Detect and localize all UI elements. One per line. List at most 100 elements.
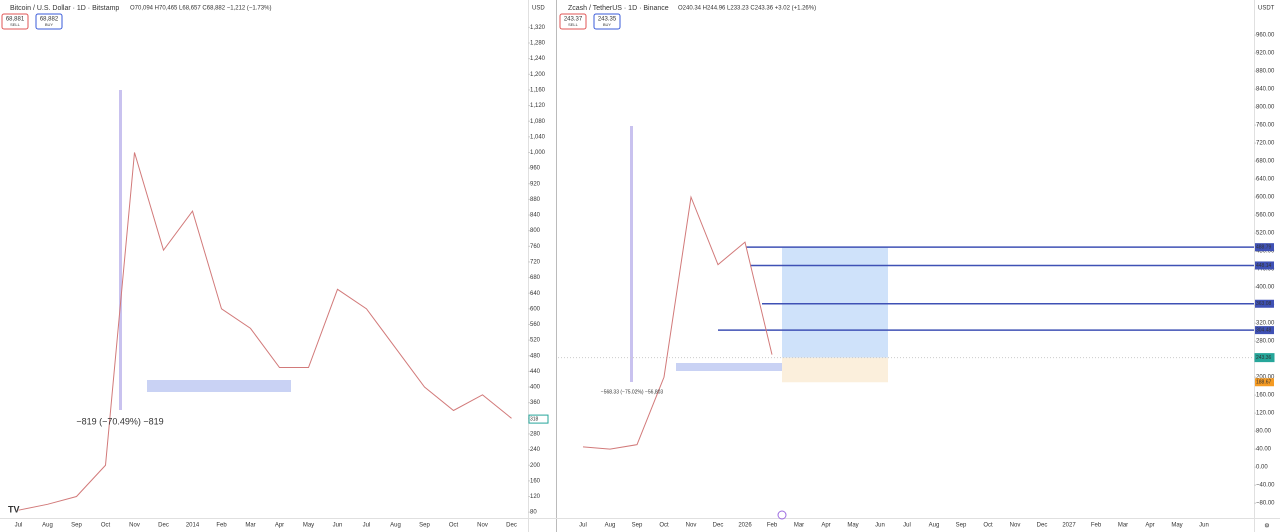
y-tick-label: 960.00 <box>1256 33 1275 39</box>
y-tick-label: 640.00 <box>1256 177 1275 183</box>
y-tick-label: 280 <box>530 432 541 438</box>
y-tick-label: 120.00 <box>1256 411 1275 417</box>
x-tick-label: Sep <box>71 523 82 529</box>
y-tick-label: 80 <box>530 510 537 516</box>
y-tick-label: 760.00 <box>1256 123 1275 129</box>
level-tag <box>1255 243 1274 252</box>
ohlc-readout: O240.34 H244.96 L233.23 C243.36 +3.02 (+… <box>678 6 816 12</box>
chart-title: Bitcoin / U.S. Dollar · 1D · Bitstamp <box>10 5 119 12</box>
x-tick-label: Dec <box>1037 523 1048 529</box>
x-tick-label: Nov <box>686 523 697 529</box>
x-tick-label: Feb <box>767 523 778 529</box>
sell-button[interactable] <box>559 13 587 30</box>
y-tick-label: 280.00 <box>1256 339 1275 345</box>
y-tick-label: 880.00 <box>1256 69 1275 75</box>
settings-icon[interactable]: ⚙ <box>1264 523 1269 530</box>
buy-label: BUY <box>45 22 54 27</box>
x-tick-label: Sep <box>419 523 430 529</box>
y-tick-label: 800 <box>530 228 541 234</box>
x-tick-label: Oct <box>983 523 993 529</box>
x-tick-label: Mar <box>1118 523 1128 529</box>
x-tick-label: Mar <box>245 523 255 529</box>
buy-button[interactable] <box>35 13 63 30</box>
y-tick-label: 720.00 <box>1256 141 1275 147</box>
y-tick-label: 160.00 <box>1256 393 1275 399</box>
y-tick-label: 1,200 <box>530 72 546 78</box>
level-tag <box>1255 261 1274 270</box>
x-tick-label: Oct <box>449 523 459 529</box>
y-tick-label: 1,120 <box>530 103 546 109</box>
y-tick-label: 360 <box>530 400 541 406</box>
y-tick-label: 120 <box>530 494 541 500</box>
currency: USD <box>532 6 545 12</box>
x-tick-label: 2027 <box>1062 523 1076 529</box>
y-tick-label: 1,320 <box>530 25 546 31</box>
x-tick-label: Sep <box>632 523 643 529</box>
level-tag <box>1255 326 1274 335</box>
y-tick-label: −80.00 <box>1256 501 1275 507</box>
y-tick-label: 600.00 <box>1256 195 1275 201</box>
sell-button[interactable] <box>1 13 29 30</box>
zone <box>676 363 790 371</box>
x-tick-label: Aug <box>605 523 616 529</box>
sell-label: SELL <box>10 22 21 27</box>
x-tick-label: May <box>1171 523 1182 529</box>
x-tick-label: Apr <box>1145 523 1154 529</box>
y-tick-label: 1,280 <box>530 41 546 47</box>
x-tick-label: Jun <box>333 523 343 529</box>
y-tick-label: 880 <box>530 197 541 203</box>
x-tick-label: Mar <box>794 523 804 529</box>
x-tick-label: Dec <box>158 523 169 529</box>
y-tick-label: 840 <box>530 213 541 219</box>
x-tick-label: Apr <box>821 523 830 529</box>
y-tick-label: 200.00 <box>1256 375 1275 381</box>
y-tick-label: 960 <box>530 166 541 172</box>
target-zone <box>782 247 888 358</box>
y-tick-label: 840.00 <box>1256 87 1275 93</box>
y-tick-label: 920 <box>530 181 541 187</box>
y-tick-label: 1,040 <box>530 134 546 140</box>
x-tick-label: Jul <box>363 523 371 529</box>
y-tick-label: 560 <box>530 322 541 328</box>
currency: USDT <box>1258 6 1275 12</box>
x-tick-label: 2026 <box>738 523 752 529</box>
sell-price: 68,881 <box>6 17 25 23</box>
y-tick-label: 920.00 <box>1256 51 1275 57</box>
x-tick-label: Aug <box>42 523 53 529</box>
y-tick-label: 520 <box>530 338 541 344</box>
x-tick-label: Aug <box>390 523 401 529</box>
x-tick-label: Nov <box>1010 523 1021 529</box>
y-tick-label: 720 <box>530 260 541 266</box>
level-label: 448.14 <box>1256 263 1272 269</box>
stop-zone <box>782 357 888 383</box>
y-tick-label: 1,080 <box>530 119 546 125</box>
x-tick-label: May <box>847 523 858 529</box>
sell-label: SELL <box>568 22 579 27</box>
x-tick-label: Jul <box>579 523 587 529</box>
buy-button[interactable] <box>593 13 621 30</box>
level-label: 488.79 <box>1256 244 1272 250</box>
x-tick-label: Jul <box>903 523 911 529</box>
measure-label: −568.33 (−75.02%) −56,803 <box>601 389 664 395</box>
last-price-tag <box>1254 353 1275 363</box>
price-line <box>18 152 512 511</box>
last-price-label: 243.36 <box>1256 355 1272 361</box>
y-tick-label: 760 <box>530 244 541 250</box>
y-tick-label: 800.00 <box>1256 105 1275 111</box>
x-tick-label: Apr <box>275 523 284 529</box>
sell-price: 243.37 <box>564 17 583 23</box>
x-tick-label: Dec <box>713 523 724 529</box>
x-tick-label: Feb <box>216 523 227 529</box>
y-tick-label: 200 <box>530 463 541 469</box>
logo: TV <box>8 504 20 514</box>
measure-tool <box>630 126 633 382</box>
y-tick-label: 480 <box>530 353 541 359</box>
last-price-tag <box>528 414 549 424</box>
y-tick-label: 440.00 <box>1256 267 1275 273</box>
buy-price: 68,882 <box>40 17 59 23</box>
zone <box>147 380 291 392</box>
y-tick-label: 400.00 <box>1256 285 1275 291</box>
event-marker[interactable] <box>777 510 787 520</box>
x-tick-label: Feb <box>1091 523 1102 529</box>
level-tag <box>1255 299 1274 308</box>
